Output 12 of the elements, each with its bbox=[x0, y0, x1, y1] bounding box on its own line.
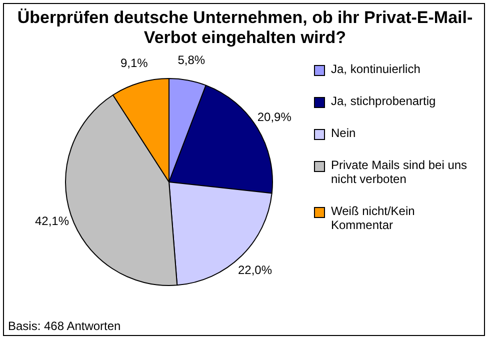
legend-label: Ja, stichprobenartig bbox=[331, 94, 436, 108]
data-label: 9,1% bbox=[120, 56, 148, 70]
data-label: 42,1% bbox=[34, 214, 70, 228]
legend-label: Nein bbox=[331, 126, 356, 140]
legend-label: Private Mails sind bei uns nicht verboten bbox=[331, 158, 468, 186]
chart-title: Überprüfen deutsche Unternehmen, ob ihr Privat-E-Mail-Verbot eingehalten wird? bbox=[16, 8, 474, 48]
data-label: 5,8% bbox=[178, 52, 206, 67]
data-label: 22,0% bbox=[238, 262, 272, 277]
data-label: 20,9% bbox=[257, 110, 292, 124]
legend-label: Ja, kontinuierlich bbox=[331, 62, 420, 76]
text: Basis: 468 Antworten bbox=[8, 319, 121, 333]
legend-label: Weiß nicht/Kein Kommentar bbox=[331, 204, 416, 232]
